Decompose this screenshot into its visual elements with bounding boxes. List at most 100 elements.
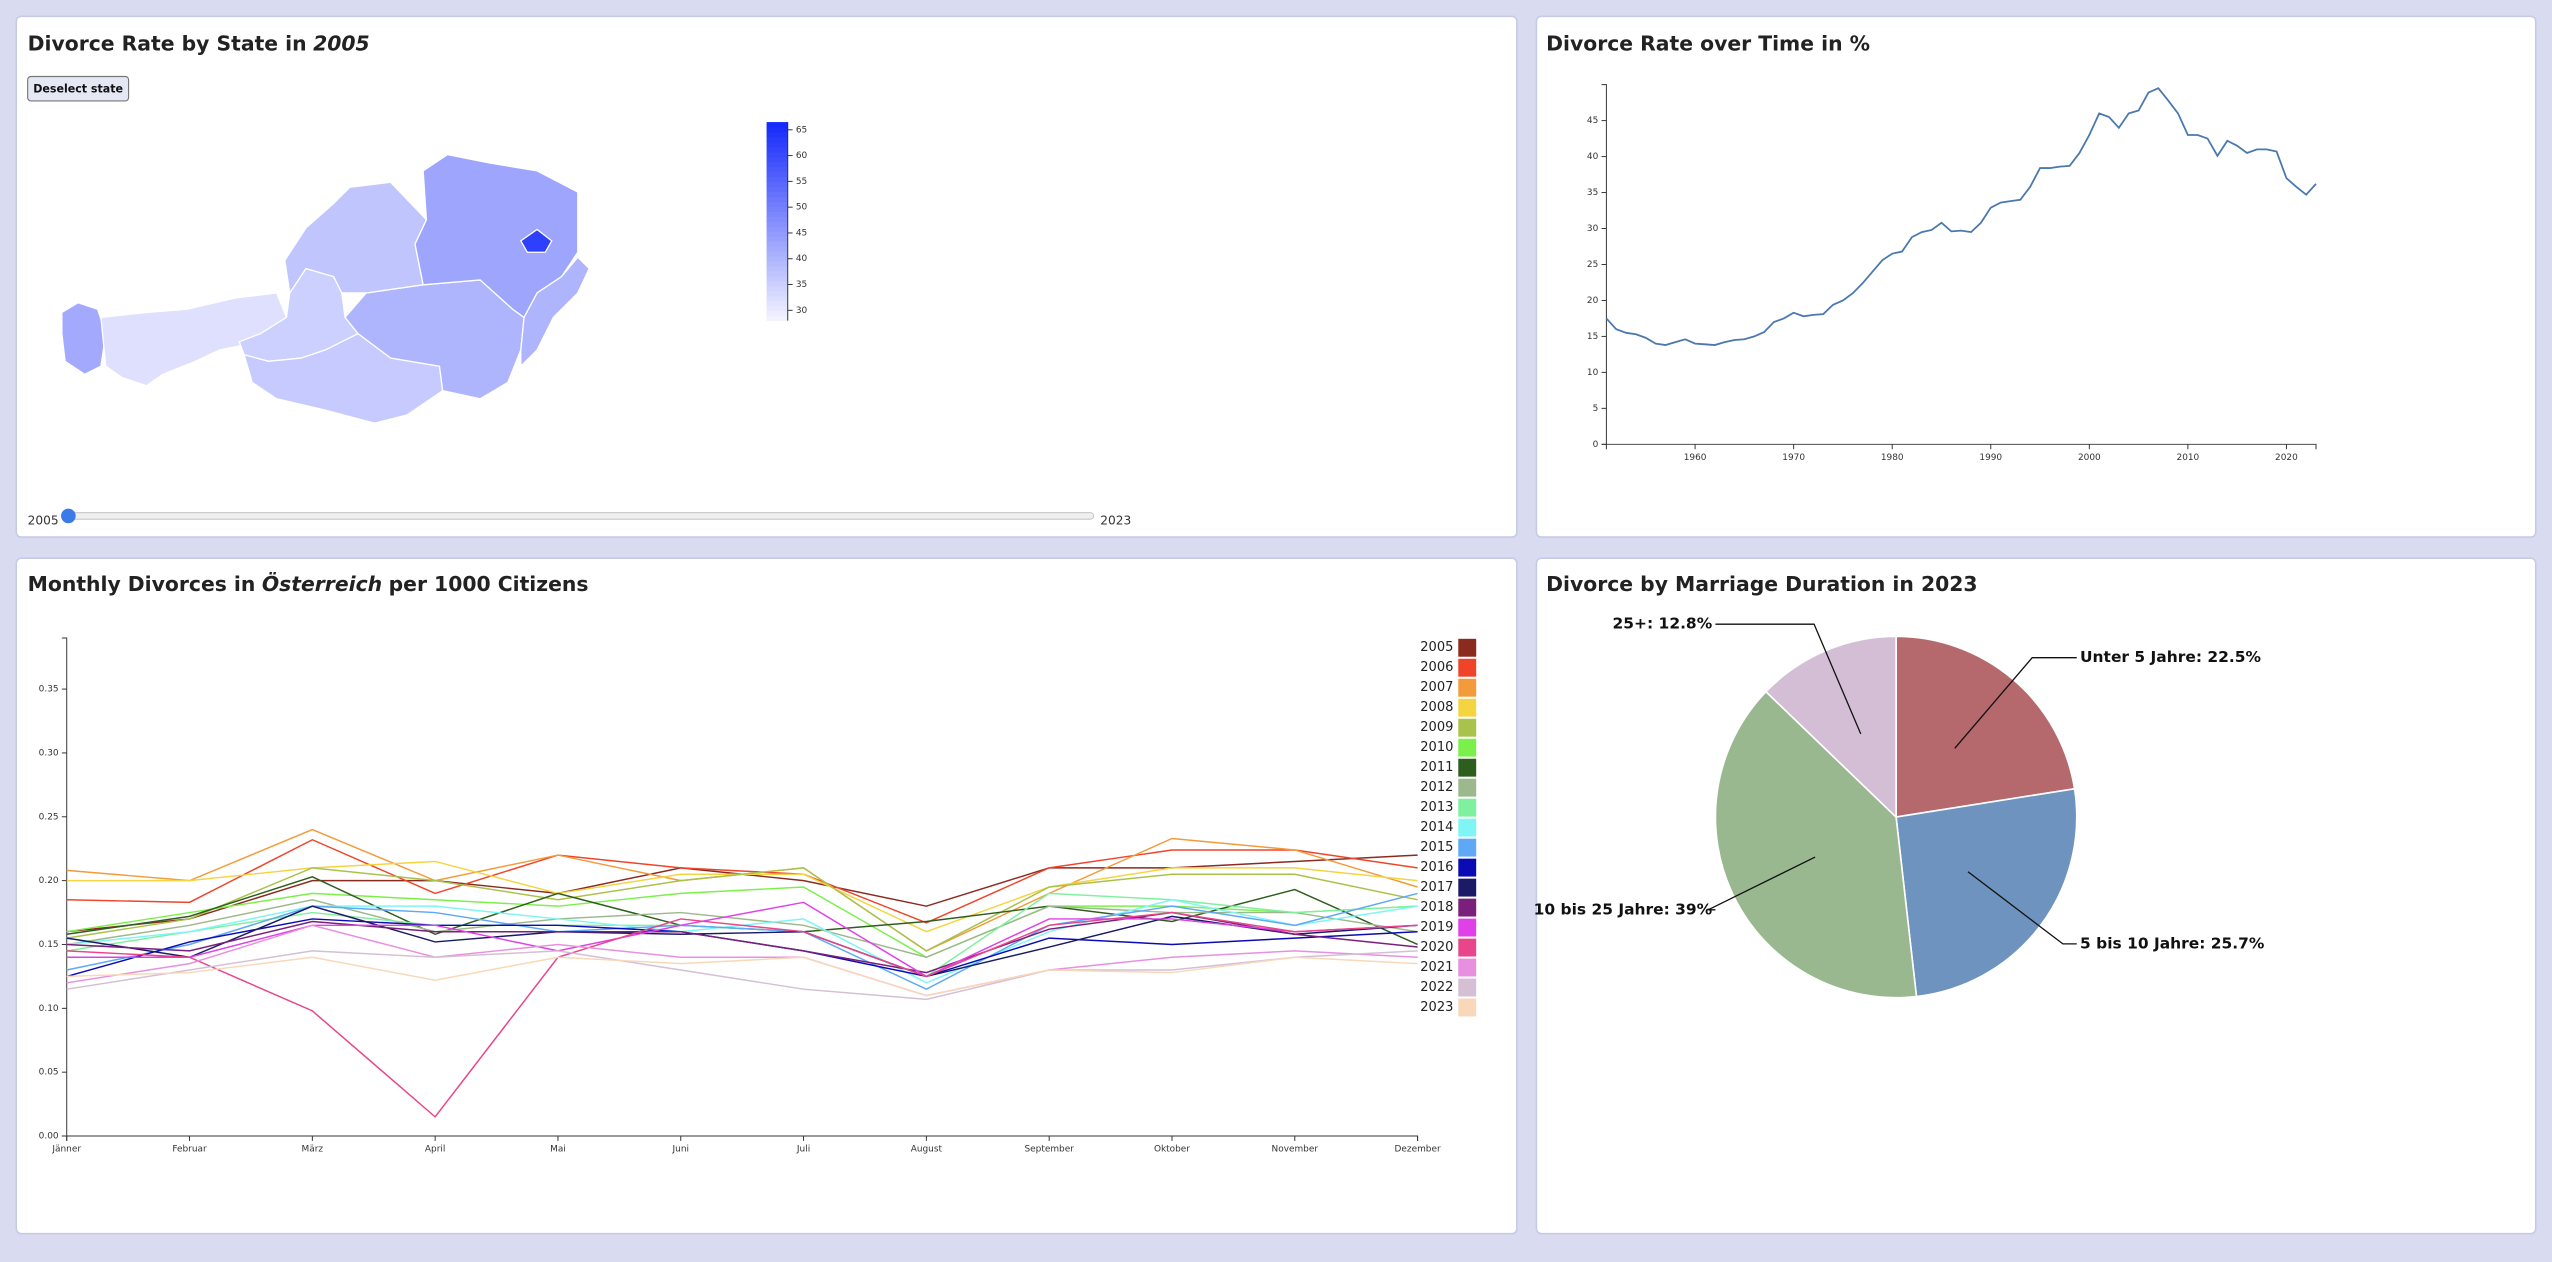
- colorbar-strip: [766, 226, 788, 232]
- slice-label: 5 bis 10 Jahre: 25.7%: [2080, 934, 2264, 952]
- legend-swatch: [1458, 878, 1477, 897]
- legend-label: 2010: [1420, 740, 1453, 755]
- colorbar-strip: [766, 305, 788, 312]
- legend-label: 2007: [1420, 680, 1453, 695]
- y-tick-label: 0: [1593, 440, 1599, 450]
- legend-swatch: [1458, 938, 1477, 957]
- y-tick-label: 45: [1587, 116, 1598, 126]
- y-tick-label: 5: [1593, 404, 1599, 414]
- state: [519, 228, 553, 253]
- colorbar-strip: [766, 246, 788, 252]
- series-line: [66, 924, 1418, 997]
- x-tick-label: September: [1024, 1145, 1074, 1155]
- y-tick-label: 35: [1587, 188, 1598, 198]
- colorbar-strip: [766, 266, 788, 272]
- colorbar-tick-label: 35: [796, 280, 807, 290]
- colorbar-strip: [766, 241, 788, 247]
- colorbar-tick-label: 65: [796, 125, 807, 135]
- colorbar-strip: [766, 171, 788, 178]
- title-text: Divorce Rate by State in: [28, 31, 307, 55]
- slider-thumb[interactable]: [61, 508, 76, 524]
- legend-swatch: [1458, 738, 1477, 757]
- legend-swatch: [1458, 678, 1477, 697]
- title-text: Monthly Divorces in: [28, 572, 256, 596]
- x-tick-label: April: [425, 1145, 445, 1155]
- colorbar-strip: [766, 141, 788, 148]
- x-tick-label: Dezember: [1395, 1145, 1441, 1155]
- legend-label: 2015: [1420, 840, 1453, 855]
- legend-swatch: [1458, 818, 1477, 837]
- colorbar-strip: [766, 221, 788, 227]
- y-tick-label: 0.25: [39, 812, 59, 822]
- series-line: [66, 911, 1418, 1118]
- colorbar-strip: [766, 231, 788, 237]
- legend-label: 2023: [1420, 1000, 1453, 1015]
- series-line: [66, 838, 1418, 924]
- x-tick-label: November: [1272, 1145, 1319, 1155]
- button-box[interactable]: [27, 75, 130, 102]
- colorbar-strip: [766, 285, 788, 292]
- y-tick-label: 20: [1587, 296, 1599, 306]
- line-title: Divorce Rate over Time in %: [1546, 31, 1870, 55]
- leader-line: [1715, 623, 1862, 735]
- colorbar-strip: [766, 201, 788, 207]
- line: [1605, 87, 2317, 346]
- colorbar-strip: [766, 191, 788, 198]
- panel: [1535, 15, 2537, 538]
- button-label[interactable]: Deselect state: [33, 83, 123, 96]
- colorbar-strip: [766, 315, 788, 322]
- slice-label: 10 bis 25 Jahre: 39%: [1534, 900, 1713, 918]
- legend-label: 2005: [1420, 640, 1453, 655]
- deselect-button[interactable]: Deselect state: [27, 75, 130, 102]
- x-tick-label: Februar: [172, 1145, 207, 1155]
- y-tick-label: 0.05: [39, 1068, 59, 1078]
- legend-swatch: [1458, 638, 1477, 657]
- legend-swatch: [1458, 798, 1477, 817]
- legend-swatch: [1458, 838, 1477, 857]
- colorbar-strip: [766, 196, 788, 202]
- x-tick-label: August: [911, 1145, 943, 1155]
- series-line: [66, 899, 1418, 959]
- title-region: Österreich: [262, 571, 382, 596]
- colorbar-strip: [766, 131, 788, 138]
- colorbar-strip: [766, 295, 788, 302]
- y-tick-label: 10: [1587, 368, 1599, 378]
- slider-min-label: 2005: [28, 513, 59, 527]
- legend-label: 2006: [1420, 660, 1453, 675]
- colorbar-tick-label: 55: [796, 177, 807, 187]
- x-tick-label: Juni: [672, 1145, 689, 1155]
- legend-label: 2017: [1420, 880, 1453, 895]
- legend-label: 2018: [1420, 900, 1453, 915]
- colorbar-tick-label: 60: [796, 151, 808, 161]
- x-tick-label: März: [302, 1145, 324, 1155]
- series-line: [66, 892, 1418, 990]
- slider-track[interactable]: [64, 512, 1095, 520]
- series-line: [66, 905, 1418, 978]
- colorbar-strip: [766, 161, 788, 168]
- x-axis: [1605, 443, 2317, 450]
- legend-swatch: [1458, 778, 1477, 797]
- legend-swatch: [1458, 858, 1477, 877]
- state: [520, 256, 590, 368]
- colorbar-strip: [766, 186, 788, 193]
- y-tick-label: 0.00: [39, 1132, 59, 1142]
- legend-swatch: [1458, 718, 1477, 737]
- y-tick-label: 0.20: [39, 876, 59, 886]
- colorbar-strip: [766, 290, 788, 297]
- colorbar-strip: [766, 280, 788, 287]
- title-text: per 1000 Citizens: [389, 572, 589, 596]
- colorbar-strip: [766, 216, 788, 222]
- colorbar-strip: [766, 211, 788, 217]
- x-tick-label: 1990: [1979, 453, 2002, 463]
- colorbar-tick-label: 50: [796, 203, 808, 213]
- legend-swatch: [1458, 958, 1477, 977]
- legend-label: 2012: [1420, 780, 1453, 795]
- y-tick-label: 0.35: [39, 685, 59, 695]
- colorbar-strip: [766, 251, 788, 257]
- legend-label: 2011: [1420, 760, 1453, 775]
- legend-label: 2020: [1420, 940, 1453, 955]
- colorbar-strip: [766, 181, 788, 188]
- legend-label: 2021: [1420, 960, 1453, 975]
